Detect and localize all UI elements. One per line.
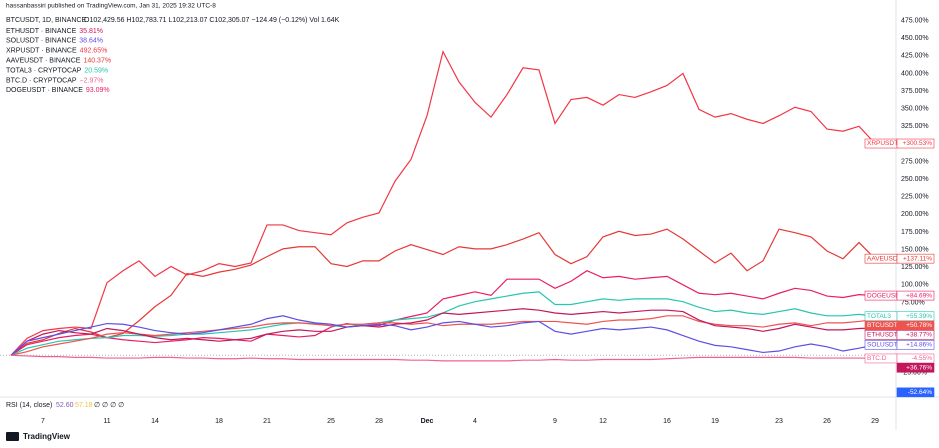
plot <box>10 49 876 362</box>
series-line <box>10 354 876 362</box>
legend-name: DOGEUSDT · BINANCE <box>6 87 83 94</box>
legend-name: XRPUSDT · BINANCE <box>6 48 77 55</box>
series-tag-name: TOTAL3 <box>867 313 891 320</box>
y-tick-label: -25.00% <box>901 370 927 377</box>
series-tag-name: XRPUSDT <box>867 140 898 147</box>
y-tick-label: 100.00% <box>901 282 929 289</box>
series-tag-name: BTC.D <box>867 355 887 362</box>
y-tick-label: 175.00% <box>901 229 929 236</box>
x-tick-label: 18 <box>215 418 223 425</box>
rsi-label: RSI (14, close) <box>6 402 52 409</box>
y-tick-label: 325.00% <box>901 123 929 130</box>
y-tick-label: 275.00% <box>901 158 929 165</box>
y-tick-label: 75.00% <box>901 299 925 306</box>
legend-value: −2.97% <box>80 77 104 84</box>
x-tick-label: Dec <box>421 418 434 425</box>
series-tag-name: SOLUSDT <box>867 342 898 349</box>
value-tag <box>896 339 935 350</box>
value-tag <box>896 353 935 364</box>
x-tick-label: 19 <box>711 418 719 425</box>
y-tick-label: 125.00% <box>901 264 929 271</box>
y-tick-label: 400.00% <box>901 70 929 77</box>
series-line <box>10 228 876 356</box>
x-tick-label: 9 <box>553 418 557 425</box>
series-tag-name: BTCUSDT <box>867 322 898 329</box>
value-tag-label: +38.77% <box>906 332 932 339</box>
y-tick-label: 475.00% <box>901 17 929 24</box>
logo-icon <box>6 432 19 441</box>
series-line <box>10 315 876 356</box>
value-tag-label: +84.69% <box>906 292 932 299</box>
brand: TradingView <box>23 432 71 441</box>
value-tag <box>896 253 935 264</box>
y-tick-label: 200.00% <box>901 211 929 218</box>
value-tag <box>896 311 935 322</box>
value-tag-label: -4.55% <box>911 355 932 362</box>
y-tick-label: 150.00% <box>901 246 929 253</box>
legend-name: AAVEUSDT · BINANCE <box>6 58 81 65</box>
value-tag-label: +50.78% <box>906 322 932 329</box>
x-tick-label: 23 <box>775 418 783 425</box>
legend-value: 492.65% <box>80 48 108 55</box>
value-tag-label: +14.86% <box>906 342 932 349</box>
legend-name: TOTAL3 · CRYPTOCAP <box>6 67 82 74</box>
series-line <box>10 49 876 356</box>
x-tick-label: 14 <box>151 418 159 425</box>
x-tick-label: 26 <box>823 418 831 425</box>
header-ohlc: O102,429.56 H102,783.71 L102,213.07 C102… <box>84 17 340 24</box>
x-tick-label: 28 <box>375 418 383 425</box>
value-tag <box>896 362 935 373</box>
legend-value: 38.64% <box>79 38 103 45</box>
legend-value: 93.09% <box>86 87 110 94</box>
rsi-value: 57.18 <box>75 402 93 409</box>
series-line <box>10 308 876 356</box>
y-tick-label: 350.00% <box>901 106 929 113</box>
value-tag-label: -52.64% <box>908 389 932 396</box>
y-tick-label: 425.00% <box>901 53 929 60</box>
y-tick-label: 375.00% <box>901 88 929 95</box>
y-tick-label: 225.00% <box>901 194 929 201</box>
legend-value: 35.81% <box>79 28 103 35</box>
legend-name: ETHUSDT · BINANCE <box>6 28 77 35</box>
x-tick-label: 16 <box>663 418 671 425</box>
value-tag <box>896 138 935 149</box>
value-tag-label: +55.39% <box>906 313 932 320</box>
published-line: hassanbassiri published on TradingView.c… <box>6 3 216 10</box>
x-tick-label: 25 <box>327 418 335 425</box>
x-tick-label: 21 <box>263 418 271 425</box>
x-tick-label: 7 <box>41 418 45 425</box>
legend-name: BTC.D · CRYPTOCAP <box>6 77 77 84</box>
value-tag <box>896 290 935 301</box>
series-line <box>10 270 876 356</box>
series-tag-name: DOGEUSDT <box>867 292 904 299</box>
legend-name: SOLUSDT · BINANCE <box>6 38 77 45</box>
series-tag-name: ETHUSDT <box>867 332 898 339</box>
legend-value: 140.37% <box>83 58 111 65</box>
legend-value: 20.59% <box>84 67 108 74</box>
value-tag <box>896 387 935 398</box>
value-tag <box>896 330 935 340</box>
y-tick-label: 450.00% <box>901 35 929 42</box>
series-line <box>10 315 876 356</box>
rsi-rest: ∅ ∅ ∅ ∅ <box>94 402 124 409</box>
x-tick-label: 29 <box>871 418 879 425</box>
rsi-value: 52.60 <box>56 402 74 409</box>
header-symbol: BTCUSDT, 1D, BINANCE <box>6 17 86 24</box>
x-tick-label: 12 <box>599 418 607 425</box>
value-tag-label: +137.11% <box>903 255 932 262</box>
value-tag-label: +36.76% <box>906 364 932 371</box>
x-tick-label: 11 <box>103 418 110 425</box>
series-tag-name: AAVEUSDT <box>867 255 902 262</box>
value-tag-label: +300.53% <box>903 140 933 147</box>
y-tick-label: 250.00% <box>901 176 929 183</box>
x-tick-label: 4 <box>473 418 477 425</box>
